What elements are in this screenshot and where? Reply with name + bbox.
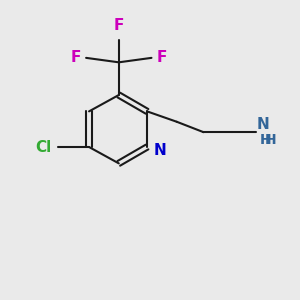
Text: F: F [157, 50, 167, 65]
Text: H: H [260, 133, 272, 147]
Text: N: N [257, 117, 270, 132]
Text: F: F [114, 19, 124, 34]
Text: N: N [154, 142, 166, 158]
Text: H: H [264, 133, 276, 147]
Text: F: F [70, 50, 81, 65]
Text: Cl: Cl [36, 140, 52, 154]
